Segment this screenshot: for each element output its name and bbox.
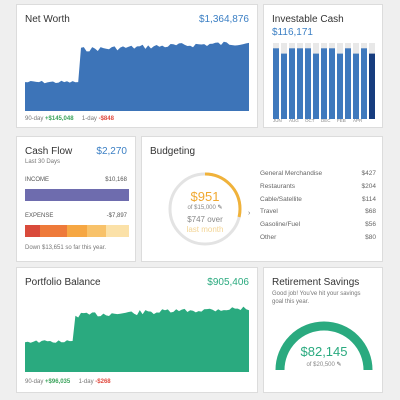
income-bar <box>25 189 129 201</box>
bar[interactable] <box>313 53 319 119</box>
expense-segment <box>87 225 107 237</box>
retirement-title: Retirement Savings <box>272 277 360 288</box>
portfolio-area-chart <box>25 306 249 372</box>
budget-category-amount: $427 <box>361 170 376 177</box>
net-worth-1day-change: -$848 <box>98 116 114 122</box>
retirement-gauge-arc <box>275 321 373 371</box>
investable-cash-card[interactable]: Investable Cash $116,171 JUN AUG OCT DEC FEB… <box>263 4 383 128</box>
month-tick-label: JUN <box>273 118 282 123</box>
budget-category-row[interactable]: Gasoline/Fuel $56 <box>260 221 376 234</box>
bar[interactable] <box>361 48 367 119</box>
budget-ring <box>168 172 242 246</box>
expense-label: EXPENSE <box>25 213 54 219</box>
net-worth-1day-label: 1-day <box>81 116 97 122</box>
budget-over-text: $747 over <box>187 215 223 224</box>
budget-ring-progress <box>168 172 242 246</box>
budget-category-row[interactable]: Cable/Satellite $114 <box>260 196 376 209</box>
budget-category-amount: $56 <box>365 221 376 229</box>
retirement-card[interactable]: Retirement Savings Good job! You've hit … <box>263 267 383 393</box>
budget-category-name: Gasoline/Fuel <box>260 221 301 229</box>
retirement-goal: of $20,500 <box>306 362 335 368</box>
bar[interactable] <box>353 53 359 119</box>
budget-of-text: of $15,000 <box>187 205 216 211</box>
portfolio-value: $905,406 <box>207 277 249 288</box>
net-worth-90day-change: +$145,048 <box>45 116 74 122</box>
net-worth-title: Net Worth <box>25 14 70 25</box>
investable-cash-bar-chart <box>273 43 375 119</box>
budget-last-month: last month <box>186 225 224 234</box>
budget-category-amount: $204 <box>361 182 376 190</box>
portfolio-90day-change: +$96,035 <box>45 379 71 385</box>
budgeting-card[interactable]: Budgeting $951 of $15,000 ✎ $747 over la… <box>141 136 383 262</box>
expense-segment <box>106 225 129 237</box>
portfolio-title: Portfolio Balance <box>25 277 101 288</box>
cash-flow-card[interactable]: Cash Flow $2,270 Last 30 Days INCOME $10… <box>16 136 136 262</box>
expense-value: -$7,897 <box>106 213 127 219</box>
budgeting-title: Budgeting <box>150 146 196 157</box>
month-tick-label: APR <box>353 118 363 123</box>
expense-bar <box>25 225 129 237</box>
bar[interactable] <box>337 53 343 119</box>
bar[interactable] <box>369 53 375 119</box>
bar[interactable] <box>321 48 327 119</box>
income-value: $10,168 <box>105 177 127 183</box>
net-worth-card[interactable]: Net Worth $1,364,876 90-day +$145,048 1-… <box>16 4 258 128</box>
net-worth-90day-label: 90-day <box>25 116 44 122</box>
budget-category-row[interactable]: General Merchandise $427 <box>260 170 376 183</box>
income-label: INCOME <box>25 177 49 183</box>
budget-category-row[interactable]: Other $80 <box>260 234 376 247</box>
expense-segment <box>66 225 88 237</box>
bar[interactable] <box>297 48 303 119</box>
net-worth-value: $1,364,876 <box>198 14 249 25</box>
portfolio-card[interactable]: Portfolio Balance $905,406 90-day +$96,0… <box>16 267 258 393</box>
budget-category-amount: $68 <box>365 208 376 216</box>
expense-segment <box>39 225 67 237</box>
portfolio-area <box>25 306 249 372</box>
budget-category-name: Other <box>260 233 277 241</box>
budget-category-name: Travel <box>260 208 278 216</box>
month-tick-label: AUG <box>289 118 299 123</box>
budget-category-name: Restaurants <box>260 182 296 190</box>
chevron-right-icon[interactable]: › <box>248 210 251 217</box>
budget-amount: $951 <box>190 189 220 204</box>
pencil-icon[interactable]: ✎ <box>336 362 342 368</box>
bar[interactable] <box>329 48 335 119</box>
portfolio-1day-label: 1-day <box>78 379 94 385</box>
month-tick-label: OCT <box>305 118 315 123</box>
net-worth-area <box>25 41 249 111</box>
budget-category-list: General Merchandise $427 Restaurants $204 Ca… <box>260 170 376 247</box>
month-tick-label: DEC <box>321 118 331 123</box>
cash-flow-value: $2,270 <box>96 146 127 157</box>
retirement-message: Good job! You've hit your savings goal t… <box>272 291 361 305</box>
budget-category-row[interactable]: Restaurants $204 <box>260 183 376 196</box>
bar[interactable] <box>345 48 351 119</box>
pencil-icon[interactable]: ✎ <box>217 205 223 211</box>
retirement-amount: $82,145 <box>300 344 348 359</box>
cash-flow-title: Cash Flow <box>25 146 73 157</box>
budget-category-row[interactable]: Travel $68 <box>260 208 376 221</box>
bar[interactable] <box>289 48 295 119</box>
investable-cash-title: Investable Cash <box>272 14 344 25</box>
portfolio-90day-label: 90-day <box>25 379 44 385</box>
bar[interactable] <box>273 48 279 119</box>
budget-category-amount: $80 <box>365 233 376 241</box>
portfolio-1day-change: -$268 <box>95 379 111 385</box>
retirement-gauge <box>275 321 373 371</box>
expense-segment <box>25 225 40 237</box>
cash-flow-subtitle: Last 30 Days <box>25 159 61 165</box>
bar[interactable] <box>305 48 311 119</box>
bar[interactable] <box>281 53 287 119</box>
budget-category-amount: $114 <box>362 195 376 203</box>
investable-cash-month-axis: JUN AUG OCT DEC FEB APR <box>272 118 376 126</box>
net-worth-area-chart <box>25 41 249 111</box>
budget-category-name: Cable/Satellite <box>260 195 302 203</box>
budget-category-name: General Merchandise <box>260 170 323 177</box>
investable-cash-value: $116,171 <box>272 27 313 38</box>
month-tick-label: FEB <box>337 118 346 123</box>
cash-flow-footer: Down $13,651 so far this year. <box>25 245 107 251</box>
